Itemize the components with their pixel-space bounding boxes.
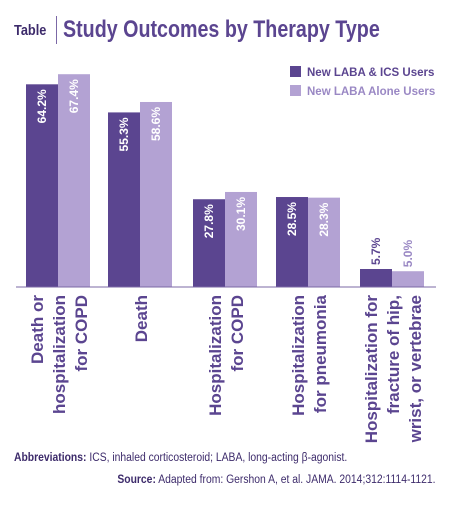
bar-laba-ics-0 [26, 84, 58, 287]
data-label: 5.7% [369, 237, 383, 265]
category-label: for COPD [72, 295, 91, 372]
data-label: 30.1% [234, 197, 248, 231]
bar-chart: 64.2% 55.3% 27.8% 28.5% 5.7% 67.4% 58.6% 30.1% 2… [16, 66, 436, 444]
abbreviations-text: ICS, inhaled corticosteroid; LABA, long-… [86, 452, 348, 464]
legend-label: New LABA & ICS Users [307, 67, 434, 79]
data-label: 28.5% [285, 202, 299, 236]
category-label: wrist, or vertebrae [406, 295, 425, 443]
table-tag: Table [14, 21, 47, 39]
bar-laba-ics-4 [360, 269, 392, 287]
bar-laba-alone-4 [392, 271, 424, 287]
category-label: Hospitalization for [362, 295, 381, 444]
category-label: Death or [28, 295, 47, 364]
data-label: 55.3% [117, 117, 131, 151]
legend-label: New LABA Alone Users [307, 86, 435, 98]
data-label: 27.8% [202, 204, 216, 238]
bar-laba-alone-2 [225, 191, 257, 287]
source-label: Source: [117, 474, 157, 486]
bar-laba-ics-2 [193, 199, 225, 287]
data-label: 28.3% [317, 202, 331, 236]
category-label: Hospitalization [206, 295, 225, 416]
title-separator [56, 16, 57, 44]
bar-laba-ics-1 [108, 112, 140, 287]
category-label: fracture of hip, [384, 295, 403, 414]
abbreviations-label: Abbreviations: [14, 452, 87, 464]
data-label: 58.6% [149, 107, 163, 141]
category-label: for COPD [228, 295, 247, 372]
data-label: 64.2% [35, 89, 49, 123]
abbreviations-note: Abbreviations: ICS, inhaled corticostero… [14, 452, 347, 464]
legend-swatch [290, 66, 301, 77]
category-label: hospitalization [50, 295, 69, 414]
chart-title: Study Outcomes by Therapy Type [63, 16, 380, 43]
legend-swatch [290, 85, 301, 96]
category-label: Hospitalization [289, 295, 308, 416]
bar-laba-alone-0 [58, 74, 90, 287]
source-note: Source: Adapted from: Gershon A, et al. … [118, 474, 436, 486]
category-label: Death [132, 295, 151, 342]
chart-header: Table Study Outcomes by Therapy Type [14, 10, 449, 50]
data-label: 5.0% [401, 240, 415, 268]
bar-laba-ics-3 [276, 197, 308, 287]
bar-laba-alone-3 [308, 197, 340, 287]
bar-laba-alone-1 [140, 101, 172, 288]
category-label: for pneumonia [311, 294, 330, 413]
data-label: 67.4% [67, 79, 81, 113]
source-text: Adapted from: Gershon A, et al. JAMA. 20… [156, 474, 436, 486]
